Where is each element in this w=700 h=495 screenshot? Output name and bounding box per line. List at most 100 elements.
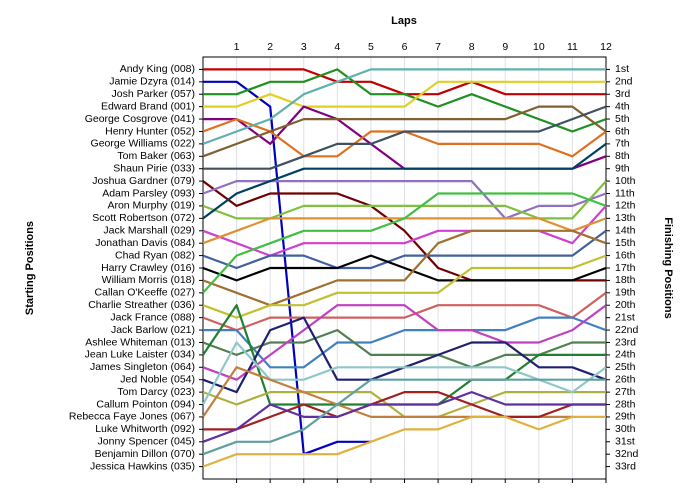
- x-tick-label: 5: [368, 41, 374, 53]
- start-label: Jack France (088): [110, 311, 195, 323]
- start-label: Jack Marshall (029): [103, 225, 195, 237]
- y2-tick-label: 20th: [615, 299, 636, 311]
- driver-line: [202, 391, 606, 443]
- start-label: Rebecca Faye Jones (067): [69, 411, 195, 423]
- y2-axis-label: Finishing Positions: [662, 217, 674, 318]
- driver-line: [202, 415, 606, 468]
- y2-tick-label: 13th: [615, 212, 636, 224]
- x-tick-label: 8: [469, 41, 475, 53]
- start-label: George Williams (022): [91, 138, 195, 150]
- driver-line: [203, 68, 607, 133]
- driver-line: [202, 229, 607, 270]
- y2-tick-label: 16th: [615, 249, 636, 261]
- start-label: Josh Parker (057): [112, 88, 195, 100]
- y2-tick-label: 11th: [615, 187, 635, 199]
- y2-tick-label: 33rd: [615, 460, 636, 472]
- y2-tick-label: 8th: [615, 150, 630, 162]
- start-label: Scott Robertson (072): [92, 212, 195, 224]
- y2-tick-label: 26th: [615, 373, 636, 385]
- y2-tick-label: 14th: [615, 225, 636, 237]
- y2-tick-label: 18th: [615, 274, 636, 286]
- x-tick-label: 4: [334, 41, 340, 53]
- start-label: Ashlee Whiteman (013): [85, 336, 195, 348]
- y2-tick-label: 4th: [615, 100, 630, 112]
- start-label: Charlie Streather (036): [88, 299, 195, 311]
- start-label: Jean Luke Laister (034): [85, 349, 195, 361]
- start-label: Callum Pointon (094): [96, 398, 195, 410]
- y2-tick-label: 12th: [615, 200, 636, 212]
- start-label: Luke Whitworth (092): [95, 423, 195, 435]
- start-label: Chad Ryan (082): [115, 249, 195, 261]
- start-label: Joshua Gardner (079): [92, 175, 195, 187]
- start-label: George Cosgrove (041): [85, 113, 195, 125]
- y2-tick-label: 5th: [615, 113, 630, 125]
- x-tick-label: 2: [267, 41, 273, 53]
- start-label: Andy King (008): [120, 63, 195, 75]
- driver-line: [202, 68, 606, 145]
- chart-title: Laps: [391, 15, 417, 27]
- driver-line: [203, 316, 607, 369]
- start-label: Jessica Hawkins (035): [90, 460, 195, 472]
- driver-line: [203, 105, 607, 170]
- driver-line: [202, 291, 607, 332]
- driver-line: [203, 391, 606, 431]
- x-tick-label: 12: [600, 41, 612, 53]
- start-label: William Morris (018): [102, 274, 195, 286]
- y2-tick-label: 29th: [615, 411, 636, 423]
- driver-line: [202, 254, 607, 282]
- driver-line: [203, 80, 606, 108]
- y2-tick-label: 30th: [615, 423, 636, 435]
- start-label: Benjamin Dillon (070): [95, 448, 195, 460]
- y2-tick-label: 25th: [615, 361, 636, 373]
- start-label: Jonathan Davis (084): [95, 237, 195, 249]
- y2-tick-label: 3rd: [615, 88, 630, 100]
- driver-line: [202, 304, 607, 381]
- y2-tick-label: 21st: [615, 311, 635, 323]
- y2-tick-label: 23rd: [615, 336, 636, 348]
- y2-tick-label: 1st: [615, 63, 629, 75]
- start-label: Adam Parsley (093): [102, 187, 195, 199]
- y2-tick-label: 15th: [615, 237, 636, 249]
- start-label: Henry Hunter (052): [105, 125, 195, 137]
- y2-tick-label: 17th: [615, 262, 636, 274]
- driver-line: [202, 143, 607, 220]
- y2-tick-label: 6th: [615, 125, 630, 137]
- y2-tick-label: 24th: [615, 349, 636, 361]
- start-label: Aron Murphy (019): [107, 200, 195, 212]
- y2-tick-label: 2nd: [615, 76, 633, 88]
- y-axis-label: Starting Positions: [24, 221, 36, 315]
- start-label: Jack Barlow (021): [111, 324, 195, 336]
- start-label: James Singleton (064): [90, 361, 195, 373]
- driver-line: [202, 105, 607, 158]
- start-label: Edward Brand (001): [101, 100, 195, 112]
- x-tick-label: 3: [301, 41, 307, 53]
- start-label: Callan O'Keeffe (027): [95, 287, 195, 299]
- driver-line: [203, 80, 371, 456]
- y2-tick-label: 31st: [615, 436, 635, 448]
- y2-tick-label: 27th: [615, 386, 636, 398]
- start-label: Jonny Spencer (045): [98, 436, 195, 448]
- y2-tick-label: 22nd: [615, 324, 639, 336]
- y2-tick-label: 10th: [615, 175, 636, 187]
- start-label: Tom Baker (063): [117, 150, 195, 162]
- start-label: Shaun Pirie (033): [113, 162, 195, 174]
- x-tick-label: 11: [567, 41, 578, 53]
- y2-tick-label: 7th: [615, 138, 630, 150]
- start-label: Harry Crawley (016): [101, 262, 195, 274]
- driver-line: [202, 378, 606, 456]
- start-label: Jed Noble (054): [120, 373, 195, 385]
- start-label: Tom Darcy (023): [117, 386, 195, 398]
- x-tick-label: 10: [533, 41, 545, 53]
- y2-tick-label: 32nd: [615, 448, 639, 460]
- y2-tick-label: 28th: [615, 398, 636, 410]
- x-tick-label: 7: [435, 41, 441, 53]
- y2-tick-label: 19th: [615, 287, 636, 299]
- y2-tick-label: 9th: [615, 162, 630, 174]
- start-label: Jamie Dzyra (014): [109, 76, 195, 88]
- x-tick-label: 6: [402, 41, 408, 53]
- driver-line: [202, 192, 607, 294]
- driver-line: [202, 254, 607, 319]
- x-tick-label: 1: [234, 41, 240, 53]
- x-tick-label: 9: [502, 41, 508, 53]
